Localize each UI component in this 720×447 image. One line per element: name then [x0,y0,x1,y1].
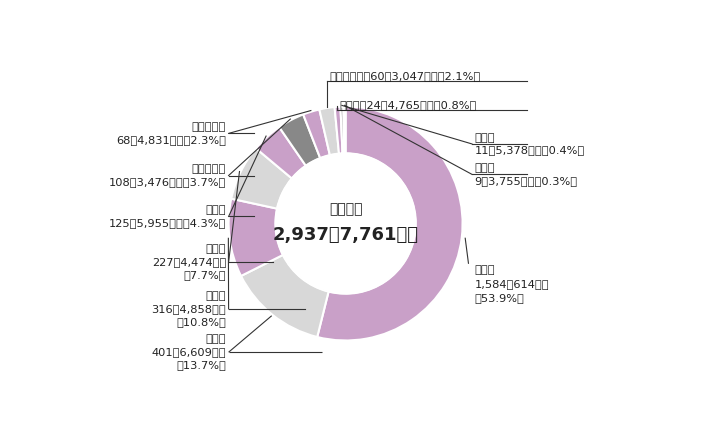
Wedge shape [241,255,328,337]
Wedge shape [343,106,346,153]
Circle shape [276,153,416,294]
Text: 教育費
316億4,858万円
（10.8%）: 教育費 316億4,858万円 （10.8%） [151,291,226,327]
Text: 2,937億7,761万円: 2,937億7,761万円 [273,226,418,244]
Text: 歳出総額: 歳出総額 [329,202,362,216]
Text: 公債費　24億4,765万円（0.8%）: 公債費 24億4,765万円（0.8%） [340,100,477,110]
Text: 議会費
11億5,378万円（0.4%）: 議会費 11億5,378万円（0.4%） [474,133,585,156]
Wedge shape [229,199,283,276]
Wedge shape [303,110,330,158]
Wedge shape [341,106,344,153]
Text: 総務費
401億6,609万円
（13.7%）: 総務費 401億6,609万円 （13.7%） [152,334,226,370]
Text: 福祉費
1,584億614万円
（53.9%）: 福祉費 1,584億614万円 （53.9%） [474,266,549,304]
Text: 環境清掃費
108億3,476万円（3.7%）: 環境清掃費 108億3,476万円（3.7%） [109,164,226,187]
Wedge shape [318,106,462,341]
Wedge shape [279,114,320,166]
Text: 都市整備費
68億4,831万円（2.3%）: 都市整備費 68億4,831万円（2.3%） [116,122,226,145]
Wedge shape [320,107,339,155]
Text: その他
9億3,755万円（0.3%）: その他 9億3,755万円（0.3%） [474,163,577,186]
Wedge shape [231,148,292,209]
Wedge shape [256,127,306,178]
Text: 土木費
227億4,474万円
（7.7%）: 土木費 227億4,474万円 （7.7%） [152,245,226,280]
Text: 産業経済費　60億3,047万円（2.1%）: 産業経済費 60億3,047万円（2.1%） [329,71,480,81]
Text: 衛生費
125億5,955万円（4.3%）: 衛生費 125億5,955万円（4.3%） [109,205,226,228]
Wedge shape [335,107,343,154]
